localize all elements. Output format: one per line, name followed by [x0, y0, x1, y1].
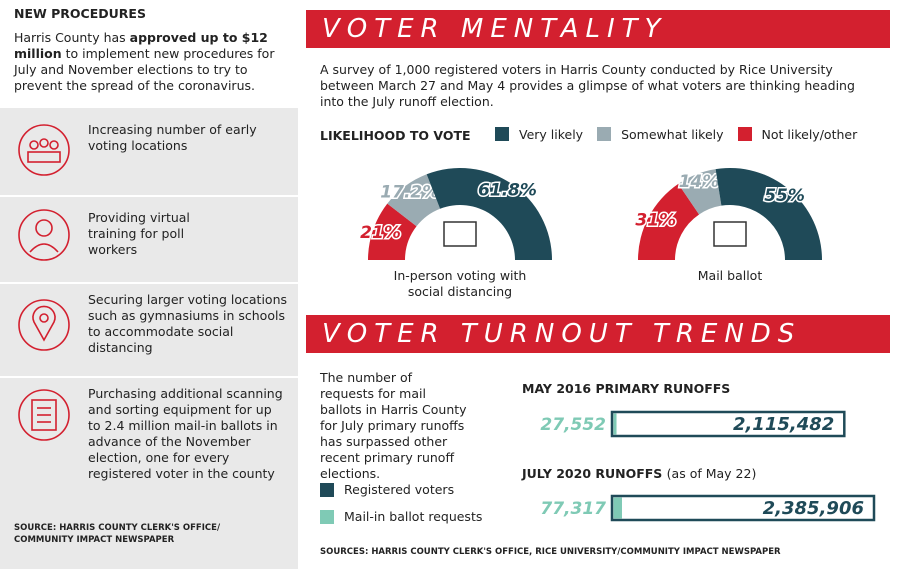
sidebar-source: SOURCE: HARRIS COUNTY CLERK'S OFFICE/ CO… [14, 523, 221, 545]
intro-text: to implement new procedures for July and… [14, 46, 275, 93]
legend-swatch [320, 509, 334, 524]
legend-item: Registered voters [320, 482, 510, 497]
chart-label: Mail ballot [697, 268, 763, 283]
group-subtitle: (as of May 22) [666, 466, 757, 481]
item-text: Increasing number of early voting locati… [88, 122, 257, 153]
bar-registered [610, 494, 876, 522]
item-text: Purchasing additional scanning and sorti… [88, 386, 283, 481]
legend-item: Mail-in ballot requests [320, 509, 510, 524]
bar-mail [613, 413, 617, 435]
intro-bold: approved up to $12 million [14, 30, 268, 61]
sidebar-intro: Harris County has approved up to $12 mil… [14, 30, 286, 94]
legend-label: Somewhat likely [621, 126, 724, 142]
value-label: 27,552 [540, 415, 606, 435]
legend-swatch [320, 482, 334, 497]
icon [713, 221, 747, 247]
legend-swatch [737, 127, 752, 141]
chart-label: In-person voting with social distancing [393, 268, 527, 299]
item-text: Securing larger voting locations such as… [88, 292, 288, 355]
legend-item: Very likely [495, 127, 583, 142]
bar-charts: 2,115,482 27,552 2,385,906 77,317 [540, 410, 876, 522]
value-label: 14% [679, 172, 720, 192]
legend-label: Very likely [519, 126, 584, 142]
donut-segment [426, 168, 552, 260]
donut-segment [387, 174, 441, 227]
mentality-description: A survey of 1,000 registered voters in H… [320, 62, 855, 109]
group-title-text: JULY 2020 RUNOFFS [522, 466, 663, 481]
legend: Very likely Somewhat likely Not likely/oth… [495, 126, 895, 146]
value-label: 17.2% [380, 183, 439, 203]
turnout-description: The number of requests for mail ballots … [320, 370, 467, 481]
group-title: MAY 2016 PRIMARY RUNOFFS [522, 381, 731, 396]
legend-item: Not likely/other [737, 126, 858, 142]
section-title: VOTER MENTALITY [306, 10, 890, 48]
donut-segment [715, 168, 822, 260]
bar-registered [610, 410, 846, 438]
value-label: 77,317 [540, 499, 606, 519]
legend-title: LIKELIHOOD TO VOTE [320, 128, 471, 143]
donut-segment [368, 203, 417, 260]
bar-mail [613, 497, 622, 519]
legend-label: Registered voters [344, 482, 455, 497]
legend-item: Somewhat likely [597, 126, 724, 142]
value-label: 61.8% [478, 181, 537, 201]
legend-swatch [495, 127, 509, 141]
section-title: VOTER TURNOUT TRENDS [306, 315, 890, 353]
intro-text: Harris County has [14, 30, 130, 45]
donut-segment [638, 183, 700, 260]
icons [18, 124, 70, 441]
group-title: JULY 2020 RUNOFFS (as of May 22) [522, 466, 756, 481]
legend-label: Mail-in ballot requests [344, 509, 483, 524]
legend-label: Not likely/other [761, 126, 858, 142]
item-text: Providing virtual training for poll work… [88, 210, 190, 257]
legend: Registered voters Mail-in ballot requests [320, 482, 510, 532]
value-label: 2,115,482 [733, 414, 834, 435]
item-box [0, 378, 298, 569]
legend-swatch [597, 127, 612, 141]
donut-segment [678, 169, 722, 215]
icon [443, 221, 477, 247]
value-label: 21% [360, 223, 401, 243]
value-label: 55% [764, 186, 805, 206]
turnout-source: SOURCES: HARRIS COUNTY CLERK'S OFFICE, R… [320, 547, 781, 557]
value-label: 2,385,906 [763, 498, 864, 519]
icon [18, 124, 70, 441]
sidebar-title: NEW PROCEDURES [14, 6, 146, 21]
value-label: 31% [635, 211, 676, 231]
donut-charts: 21% 17.2% 61.8% 31%14% 55% [359, 168, 822, 260]
